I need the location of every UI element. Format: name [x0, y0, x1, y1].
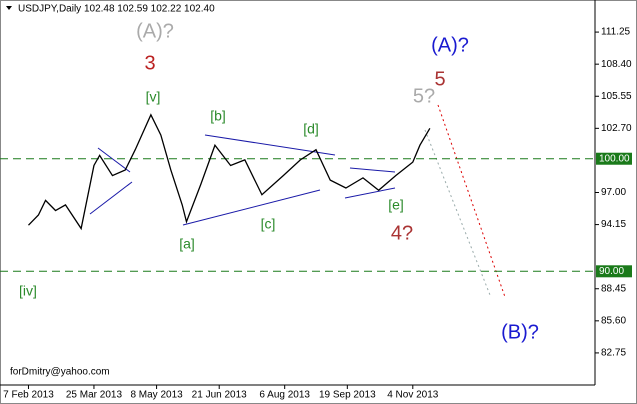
wave-label: (B)? — [501, 321, 539, 343]
level-box — [596, 152, 632, 165]
y-tick-label: 94.15 — [601, 219, 626, 230]
y-tick-label: 97.00 — [601, 187, 626, 198]
chart-title: USDJPY,Daily 102.48 102.59 102.22 102.40 — [18, 4, 215, 15]
y-tick-label: 105.55 — [601, 91, 632, 102]
wave-label: 3 — [144, 52, 155, 74]
x-tick-label: 25 Mar 2013 — [66, 390, 123, 401]
y-tick-label: 85.60 — [601, 315, 626, 326]
level-label: 90.00 — [599, 266, 624, 277]
x-tick-label: 19 Sep 2013 — [319, 390, 376, 401]
wave-label: 5? — [413, 85, 435, 107]
y-tick-label: 88.45 — [601, 283, 626, 294]
wave-label: 5 — [434, 68, 445, 90]
wave-label: [b] — [210, 108, 226, 124]
projection — [437, 104, 506, 298]
y-tick-label: 111.25 — [601, 27, 631, 38]
wave-label: [a] — [179, 236, 195, 252]
y-tick-label: 102.70 — [601, 123, 632, 134]
x-tick-label: 4 Nov 2013 — [387, 390, 439, 401]
wave-label: 4? — [391, 222, 413, 244]
wave-label: [v] — [146, 89, 161, 105]
watermark: forDmitry@yahoo.com — [10, 367, 110, 378]
x-tick-label: 6 Aug 2013 — [259, 390, 310, 401]
wave-label: (A)? — [431, 34, 469, 56]
x-tick-label: 8 May 2013 — [130, 390, 183, 401]
wave-label: [d] — [303, 121, 319, 137]
price-line — [28, 113, 431, 231]
wave-label: (A)? — [136, 20, 174, 42]
level-label: 100.00 — [599, 153, 630, 164]
x-tick-label: 7 Feb 2013 — [3, 390, 54, 401]
x-tick-label: 21 Jun 2013 — [192, 390, 247, 401]
level-box — [596, 265, 632, 278]
y-tick-label: 82.75 — [601, 348, 626, 359]
wave-label: [iv] — [19, 283, 37, 299]
wave-label: [e] — [388, 197, 404, 213]
y-tick-label: 108.40 — [601, 59, 632, 70]
trend-lines — [89, 134, 396, 226]
menu-arrow[interactable] — [6, 6, 12, 10]
wave-label: [c] — [261, 216, 276, 232]
